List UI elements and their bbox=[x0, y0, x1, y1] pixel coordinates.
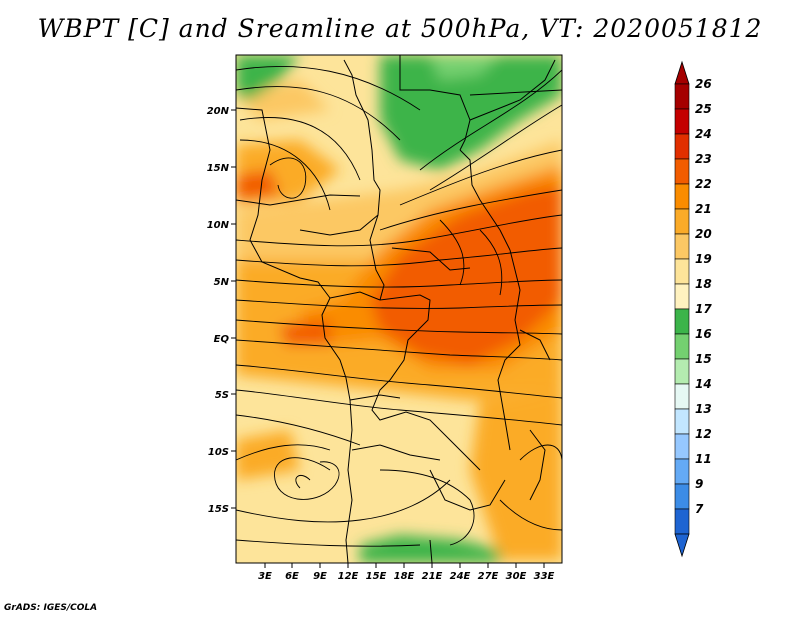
colorbar: 26 25 24 23 22 21 20 19 18 17 16 15 14 13 12 11 9 7 bbox=[674, 60, 712, 558]
colorbar-segment bbox=[674, 383, 690, 410]
x-tick-label: 21E bbox=[422, 571, 443, 582]
colorbar-label: 19 bbox=[695, 252, 712, 266]
colorbar-segment bbox=[674, 83, 690, 110]
colorbar-label: 11 bbox=[695, 452, 712, 466]
colorbar-label: 12 bbox=[695, 427, 712, 441]
credit-label: GrADS: IGES/COLA bbox=[4, 603, 98, 613]
y-tick-label: 5S bbox=[215, 390, 229, 401]
x-tick-label: 15E bbox=[366, 571, 387, 582]
x-tick-label: 6E bbox=[285, 571, 299, 582]
colorbar-label: 15 bbox=[695, 352, 712, 366]
colorbar-label: 17 bbox=[695, 302, 712, 316]
streamlines bbox=[236, 66, 562, 547]
x-tick-label: 33E bbox=[534, 571, 555, 582]
colorbar-label: 16 bbox=[695, 327, 712, 341]
x-tick-label: 30E bbox=[506, 571, 527, 582]
x-tick-label: 24E bbox=[450, 571, 471, 582]
colorbar-arrow-bottom bbox=[674, 533, 690, 558]
colorbar-label: 20 bbox=[695, 227, 712, 241]
colorbar-segment bbox=[674, 133, 690, 160]
colorbar-label: 21 bbox=[695, 202, 712, 216]
y-tick-label: 20N bbox=[207, 106, 230, 117]
colorbar-label: 7 bbox=[695, 502, 704, 516]
x-tick-label: 18E bbox=[394, 571, 415, 582]
x-tick-label: 9E bbox=[313, 571, 327, 582]
colorbar-segment bbox=[674, 433, 690, 460]
colorbar-label: 22 bbox=[695, 177, 712, 191]
map-title: WBPT [C] and Sreamline at 500hPa, VT: 20… bbox=[37, 14, 763, 43]
colorbar-segment bbox=[674, 358, 690, 385]
map-frame bbox=[235, 54, 563, 564]
colorbar-segment bbox=[674, 108, 690, 135]
x-axis: 3E 6E 9E 12E 15E 18E 21E 24E 27E 30E 33E bbox=[258, 563, 555, 582]
colorbar-segment bbox=[674, 508, 690, 535]
colorbar-segment bbox=[674, 458, 690, 485]
colorbar-segment bbox=[674, 233, 690, 260]
y-tick-label: 15S bbox=[208, 504, 229, 515]
colorbar-segment bbox=[674, 258, 690, 285]
colorbar-segment bbox=[674, 408, 690, 435]
colorbar-label: 23 bbox=[695, 152, 712, 166]
colorbar-label: 18 bbox=[695, 277, 712, 291]
x-tick-label: 27E bbox=[478, 571, 499, 582]
y-axis: 20N 15N 10N 5N EQ 5S 10S 15S bbox=[207, 106, 236, 515]
colorbar-label: 14 bbox=[695, 377, 712, 391]
colorbar-segment bbox=[674, 158, 690, 185]
colorbar-label: 9 bbox=[695, 477, 703, 491]
colorbar-segment bbox=[674, 483, 690, 510]
wbpt-field bbox=[236, 55, 562, 563]
colorbar-segment bbox=[674, 208, 690, 235]
coastlines bbox=[236, 55, 562, 563]
y-tick-label: 5N bbox=[214, 277, 230, 288]
x-tick-label: 3E bbox=[258, 571, 272, 582]
colorbar-segment bbox=[674, 308, 690, 335]
y-tick-label: 10N bbox=[207, 220, 230, 231]
colorbar-segment bbox=[674, 183, 690, 210]
colorbar-segment bbox=[674, 333, 690, 360]
colorbar-arrow-top bbox=[674, 60, 690, 85]
x-tick-label: 12E bbox=[338, 571, 359, 582]
colorbar-label: 26 bbox=[695, 77, 712, 91]
y-tick-label: 15N bbox=[207, 163, 230, 174]
colorbar-label: 13 bbox=[695, 402, 712, 416]
y-tick-label: EQ bbox=[214, 334, 230, 345]
colorbar-label: 25 bbox=[695, 102, 712, 116]
colorbar-segment bbox=[674, 283, 690, 310]
colorbar-label: 24 bbox=[695, 127, 712, 141]
y-tick-label: 10S bbox=[208, 447, 229, 458]
